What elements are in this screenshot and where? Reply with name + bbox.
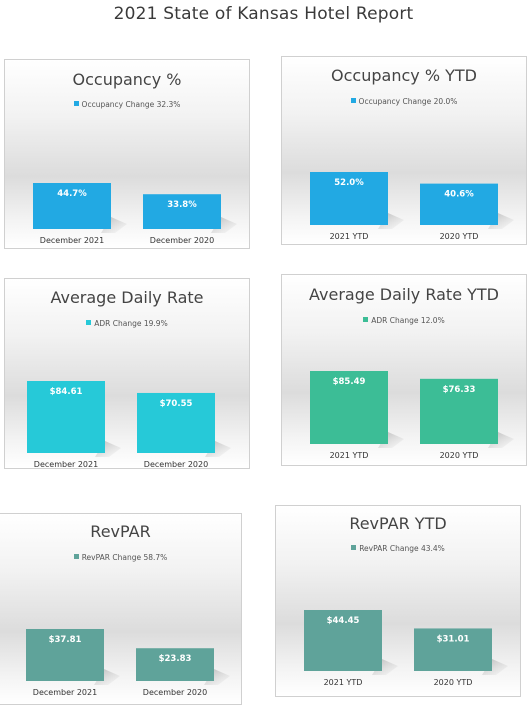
chart-legend: RevPAR Change 43.4% [276, 544, 520, 553]
chart-panel-adr: Average Daily Rate ADR Change 19.9% $84.61… [4, 278, 250, 469]
chart-panel-occupancy: Occupancy % Occupancy Change 32.3% 44.7% De… [4, 59, 250, 249]
legend-label: RevPAR Change 58.7% [81, 553, 168, 562]
legend-label: ADR Change 19.9% [94, 319, 168, 328]
category-label: 2021 YTD [330, 451, 369, 460]
category-label: 2020 YTD [440, 232, 479, 241]
chart-plot: $44.45 2021 YTD $31.01 2020 YTD [304, 610, 508, 687]
report-title: 2021 State of Kansas Hotel Report [113, 4, 414, 24]
bar-prior [137, 392, 215, 453]
chart-plot: $37.81 December 2021 $23.83 December 2020 [26, 629, 230, 697]
bar-value-label: $23.83 [159, 654, 192, 664]
bar-value-label: $31.01 [437, 634, 470, 644]
chart-panel-revpar-ytd: RevPAR YTD RevPAR Change 43.4% $44.45 2021 … [275, 505, 521, 697]
bar-prior [143, 194, 221, 229]
category-label: December 2021 [40, 236, 104, 245]
bar-value-label: 40.6% [444, 190, 474, 200]
legend-label: Occupancy Change 32.3% [81, 100, 181, 109]
bar-value-label: 52.0% [334, 178, 364, 188]
chart-title: Occupancy % [72, 70, 182, 89]
bar-current [26, 629, 104, 681]
chart-title: Occupancy % YTD [331, 66, 477, 85]
chart-title: RevPAR YTD [349, 514, 447, 533]
bar-prior [414, 628, 492, 671]
bar-value-label: $76.33 [443, 385, 476, 395]
bar-prior [420, 378, 498, 444]
legend-swatch [363, 317, 369, 322]
chart-panel-occupancy-ytd: Occupancy % YTD Occupancy Change 20.0% 52.… [281, 56, 527, 245]
bar-current [33, 183, 111, 229]
legend-swatch [86, 320, 92, 325]
chart-legend: ADR Change 19.9% [5, 319, 249, 328]
category-label: December 2020 [143, 688, 207, 697]
bar-value-label: 44.7% [57, 189, 87, 199]
bar-current [27, 381, 105, 453]
legend-swatch [350, 98, 356, 103]
bar-value-label: $70.55 [160, 399, 193, 409]
chart-legend: Occupancy Change 20.0% [282, 97, 526, 106]
category-label: December 2021 [34, 460, 98, 469]
bar-prior [420, 183, 498, 225]
legend-label: RevPAR Change 43.4% [359, 544, 445, 553]
bar-current [310, 172, 388, 225]
chart-panel-adr-ytd: Average Daily Rate YTD ADR Change 12.0% $8… [281, 274, 527, 466]
bar-value-label: $84.61 [50, 387, 83, 397]
legend-swatch [73, 554, 79, 559]
bar-value-label: $44.45 [327, 616, 360, 626]
bar-prior [136, 648, 214, 681]
chart-plot: 52.0% 2021 YTD 40.6% 2020 YTD [310, 172, 514, 241]
category-label: December 2020 [150, 236, 214, 245]
chart-plot: 44.7% December 2021 33.8% December 2020 [33, 183, 237, 245]
chart-plot: $84.61 December 2021 $70.55 December 2020 [27, 381, 231, 469]
chart-title: Average Daily Rate [50, 288, 204, 307]
chart-legend: ADR Change 12.0% [282, 316, 526, 325]
chart-plot: $85.49 2021 YTD $76.33 2020 YTD [310, 371, 514, 460]
legend-swatch [351, 545, 357, 550]
chart-legend: Occupancy Change 32.3% [5, 100, 249, 109]
legend-swatch [73, 101, 79, 106]
bar-value-label: $85.49 [333, 377, 366, 387]
category-label: 2021 YTD [330, 232, 369, 241]
bar-current [304, 610, 382, 671]
chart-legend: RevPAR Change 58.7% [0, 553, 241, 562]
bar-value-label: 33.8% [167, 200, 197, 210]
category-label: 2020 YTD [434, 678, 473, 687]
category-label: 2020 YTD [440, 451, 479, 460]
chart-title: Average Daily Rate YTD [309, 285, 499, 304]
legend-label: Occupancy Change 20.0% [358, 97, 458, 106]
bar-value-label: $37.81 [49, 635, 82, 645]
bar-current [310, 371, 388, 444]
category-label: December 2020 [144, 460, 208, 469]
chart-title: RevPAR [90, 522, 151, 541]
category-label: 2021 YTD [324, 678, 363, 687]
category-label: December 2021 [33, 688, 97, 697]
legend-label: ADR Change 12.0% [371, 316, 445, 325]
chart-panel-revpar: RevPAR RevPAR Change 58.7% $37.81 December … [0, 513, 242, 705]
